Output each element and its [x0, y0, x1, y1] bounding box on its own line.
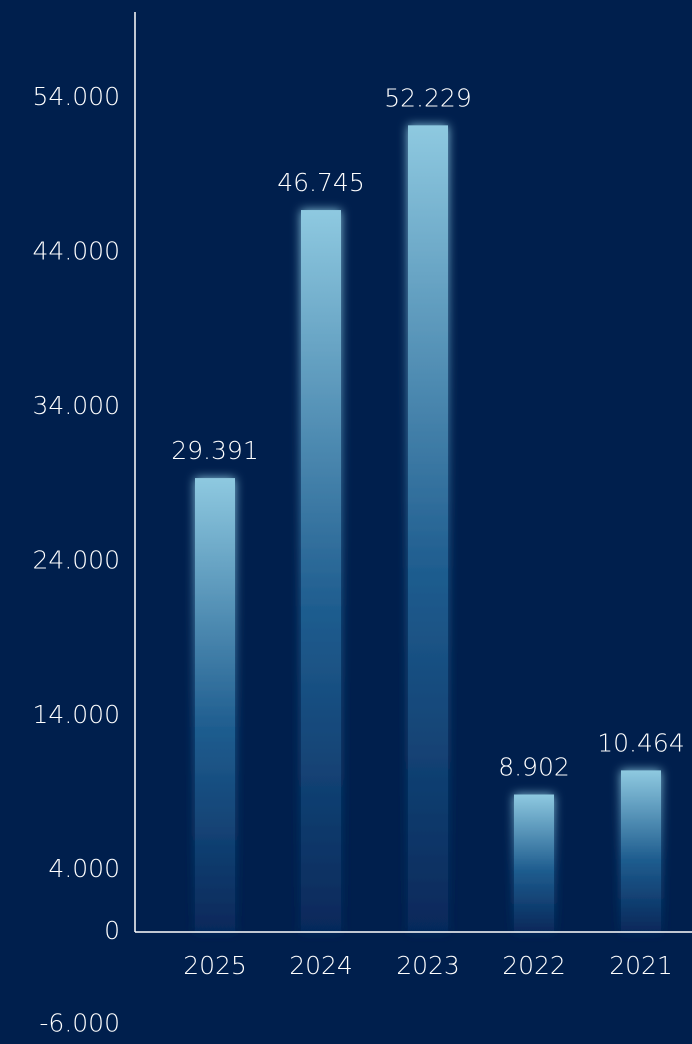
x-tick-label-2024: 2024 [289, 951, 353, 980]
data-label-2025: 29.391 [171, 436, 258, 465]
y-tick-label: 24.000 [33, 545, 120, 574]
y-axis-ticks: 54.000 44.000 34.000 24.000 14.000 4.000 0 -6.0… [33, 82, 120, 1038]
data-label-2021: 10.464 [597, 728, 684, 757]
data-labels-group: 29.391 46.745 52.229 8.902 10.464 [171, 83, 684, 781]
bar-2024 [301, 210, 341, 932]
x-tick-label-2023: 2023 [396, 951, 460, 980]
y-tick-label: 4.000 [48, 854, 120, 883]
bars-group [195, 125, 661, 932]
data-label-2022: 8.902 [498, 753, 570, 782]
bar-2023 [408, 125, 448, 932]
y-tick-label: 34.000 [33, 391, 120, 420]
x-tick-label-2025: 2025 [183, 951, 247, 980]
x-tick-label-2022: 2022 [502, 951, 566, 980]
y-tick-label: -6.000 [39, 1009, 120, 1038]
y-tick-label: 44.000 [33, 236, 120, 265]
data-label-2024: 46.745 [277, 168, 364, 197]
bar-2022 [514, 794, 554, 932]
x-axis-labels: 2025 2024 2023 2022 2021 [183, 951, 673, 980]
bar-2025 [195, 478, 235, 932]
x-tick-label-2021: 2021 [609, 951, 673, 980]
y-tick-label: 54.000 [33, 82, 120, 111]
y-tick-label: 0 [104, 916, 120, 945]
data-label-2023: 52.229 [384, 83, 471, 112]
bar-2021 [621, 770, 661, 932]
y-tick-label: 14.000 [33, 700, 120, 729]
